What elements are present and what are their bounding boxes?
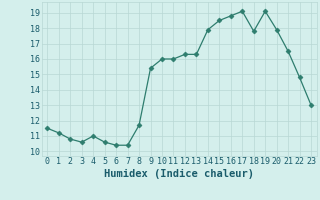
X-axis label: Humidex (Indice chaleur): Humidex (Indice chaleur) [104,169,254,179]
